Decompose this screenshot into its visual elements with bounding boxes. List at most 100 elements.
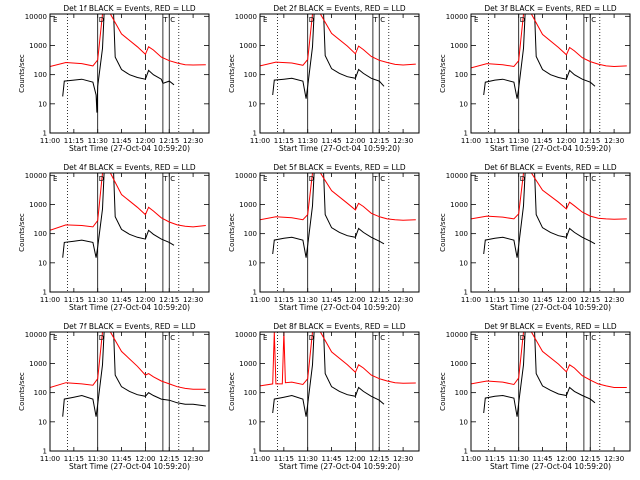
title-lld: RED = LLD	[365, 4, 406, 13]
x-tick-label: 12:15	[369, 137, 389, 145]
y-tick-label: 10000	[25, 13, 47, 21]
x-tick-label: 11:15	[274, 455, 294, 463]
plot-frame	[259, 172, 420, 293]
x-tick-label: 11:45	[321, 137, 341, 145]
flag-label: E	[53, 175, 57, 183]
events-series-line	[483, 14, 596, 99]
y-tick-label: 1	[464, 289, 468, 297]
y-tick-label: 1	[253, 448, 257, 456]
title-events: BLACK = Events,	[89, 4, 155, 13]
title-events: BLACK = Events,	[299, 322, 365, 331]
lld-series-line	[50, 332, 206, 390]
flag-label: T	[162, 334, 168, 342]
y-tick-label: 1	[43, 289, 47, 297]
x-tick-label: 12:00	[135, 296, 155, 304]
detector-name: Det 7f	[63, 322, 89, 331]
events-series-line	[483, 173, 596, 258]
flag-label: D	[309, 334, 314, 342]
y-axis-label: Counts/sec	[439, 54, 447, 93]
y-tick-label: 10000	[235, 331, 257, 339]
x-tick-label: 12:30	[393, 455, 413, 463]
events-series-line	[62, 173, 175, 258]
flag-label: C	[170, 175, 175, 183]
x-tick-label: 11:45	[111, 455, 131, 463]
lld-series-line	[50, 14, 206, 67]
panel-title: Det 2f BLACK = Events, RED = LLD	[273, 4, 406, 13]
flag-label: C	[380, 16, 385, 24]
events-series-line	[62, 332, 206, 417]
panel-title: Det 1f BLACK = Events, RED = LLD	[63, 4, 196, 13]
x-axis-label: Start Time (27-Oct-04 10:59:20)	[69, 462, 190, 471]
y-axis-label: Counts/sec	[228, 372, 236, 411]
title-events: BLACK = Events,	[299, 4, 365, 13]
y-tick-label: 100	[244, 230, 257, 238]
flag-label: D	[99, 16, 104, 24]
events-series-line	[483, 332, 596, 417]
x-tick-label: 12:00	[345, 455, 365, 463]
lld-series-line	[260, 173, 416, 221]
x-tick-label: 11:15	[64, 296, 84, 304]
flag-label: C	[170, 16, 175, 24]
panel-4: 11:00 11:15 11:30 11:45 12:00 12:15 12:30 1 10 10…	[18, 163, 210, 312]
x-axis-label: Start Time (27-Oct-04 10:59:20)	[490, 462, 611, 471]
marker-lines	[277, 14, 390, 133]
x-tick-label: 11:30	[88, 137, 108, 145]
x-tick-label: 11:15	[485, 455, 505, 463]
y-tick-label: 10000	[25, 172, 47, 180]
events-series-line	[272, 14, 385, 99]
y-axis-label: Counts/sec	[439, 372, 447, 411]
x-tick-label: 11:30	[298, 455, 318, 463]
x-tick-label: 11:00	[461, 455, 481, 463]
x-tick-label: 12:00	[556, 296, 576, 304]
flag-label: C	[591, 16, 596, 24]
flag-label: D	[520, 16, 525, 24]
lld-series-line	[471, 173, 627, 220]
marker-lines	[488, 14, 601, 133]
plot-frame	[470, 13, 631, 134]
x-tick-label: 11:15	[485, 296, 505, 304]
x-tick-label: 12:00	[345, 137, 365, 145]
plot-frame	[259, 331, 420, 452]
y-tick-label: 1000	[29, 360, 47, 368]
panel-title: Det 9f BLACK = Events, RED = LLD	[484, 322, 617, 331]
lld-series-line	[50, 173, 206, 231]
title-events: BLACK = Events,	[510, 4, 576, 13]
y-tick-label: 1000	[450, 42, 468, 50]
y-tick-label: 100	[34, 230, 47, 238]
detector-name: Det 3f	[484, 4, 510, 13]
x-axis-label: Start Time (27-Oct-04 10:59:20)	[279, 303, 400, 312]
x-tick-label: 11:45	[532, 137, 552, 145]
panel-9: 11:00 11:15 11:30 11:45 12:00 12:15 12:30 1 10 10…	[439, 322, 631, 471]
flag-label: T	[372, 16, 378, 24]
y-tick-label: 10000	[25, 331, 47, 339]
flag-label: T	[583, 334, 589, 342]
flag-label: T	[372, 175, 378, 183]
detector-name: Det 4f	[63, 163, 89, 172]
y-axis-label: Counts/sec	[18, 372, 26, 411]
flag-label: E	[53, 16, 57, 24]
panel-title: Det 8f BLACK = Events, RED = LLD	[273, 322, 406, 331]
y-tick-label: 1	[253, 289, 257, 297]
flag-label: E	[474, 16, 478, 24]
x-tick-label: 11:00	[461, 296, 481, 304]
x-tick-label: 11:00	[40, 455, 60, 463]
y-tick-label: 100	[455, 389, 468, 397]
flag-label: D	[309, 16, 314, 24]
marker-lines	[488, 332, 601, 451]
title-lld: RED = LLD	[365, 163, 406, 172]
x-tick-label: 11:30	[88, 455, 108, 463]
x-tick-label: 12:30	[183, 455, 203, 463]
x-tick-label: 12:30	[393, 296, 413, 304]
x-axis-label: Start Time (27-Oct-04 10:59:20)	[69, 303, 190, 312]
x-tick-label: 12:30	[604, 137, 624, 145]
x-tick-label: 12:30	[183, 137, 203, 145]
x-tick-label: 12:00	[345, 296, 365, 304]
flag-label: C	[380, 334, 385, 342]
y-tick-label: 1	[464, 448, 468, 456]
x-tick-label: 11:00	[250, 137, 270, 145]
x-tick-label: 12:15	[580, 455, 600, 463]
x-tick-label: 12:00	[135, 455, 155, 463]
flag-label: D	[99, 334, 104, 342]
flag-label: E	[474, 334, 478, 342]
